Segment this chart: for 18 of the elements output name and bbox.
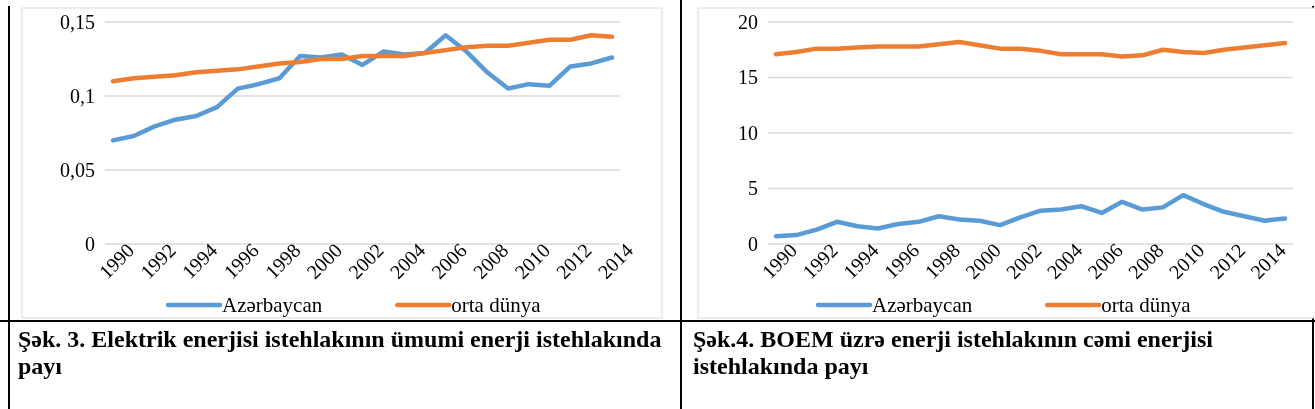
text: Şək.4. BOEM üzrə enerji istehlakının cəmi enerjisi istehlakında payı: [692, 325, 1214, 381]
y-tick-label: 0,15: [60, 10, 95, 33]
legend-label: orta dünya: [451, 293, 542, 317]
legend-label: orta dünya: [1101, 293, 1192, 317]
y-tick-label: 5: [748, 177, 758, 200]
y-tick-label: 10: [738, 121, 758, 144]
y-tick-label: 0,1: [70, 84, 95, 107]
y-tick-label: 0: [85, 232, 95, 255]
y-tick-label: 15: [738, 66, 758, 89]
y-tick-label: 20: [738, 10, 758, 33]
y-tick-label: 0,05: [60, 158, 95, 181]
line-series: [773, 192, 1288, 239]
text: Şək. 3. Elektrik enerjisi istehlakının ümumi enerji istehlakında payı: [17, 325, 663, 381]
y-tick-label: 0: [748, 232, 758, 255]
legend-label: Azərbaycan: [222, 293, 323, 317]
legend-label: Azərbaycan: [872, 293, 973, 317]
line-series: [110, 33, 615, 84]
line-series: [773, 39, 1288, 59]
